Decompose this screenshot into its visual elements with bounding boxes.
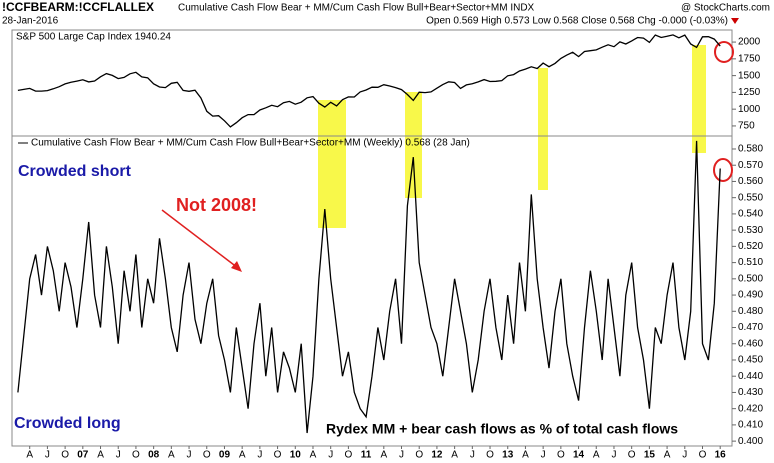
x-tick-label: 14 [573, 450, 585, 461]
x-tick-label: O [203, 450, 211, 461]
x-tick-label: J [470, 450, 475, 461]
y-tick-label: 0.400 [738, 436, 763, 447]
x-tick-label: A [97, 450, 104, 461]
highlight [405, 92, 422, 198]
y-tick-label: 0.540 [738, 209, 763, 220]
y-tick-label: 0.530 [738, 225, 763, 236]
arrow [161, 209, 239, 269]
x-tick-label: A [310, 450, 317, 461]
y-tick-label: 750 [738, 121, 755, 132]
y-tick-label: 0.420 [738, 403, 763, 414]
y-tick-label: 0.410 [738, 420, 763, 431]
y-tick-label: 0.430 [738, 387, 763, 398]
x-tick-label: 10 [290, 450, 302, 461]
quote: Open 0.569 High 0.573 Low 0.568 Close 0.… [426, 16, 728, 27]
x-tick-label: 12 [431, 450, 443, 461]
series-line [17, 140, 721, 434]
x-tick-label: A [168, 450, 175, 461]
source: @ StockCharts.com [681, 3, 770, 14]
description: Cumulative Cash Flow Bear + MM/Cum Cash … [178, 3, 535, 14]
y-tick-label: 0.510 [738, 257, 763, 268]
legend: Cumulative Cash Flow Bear + MM/Cum Cash … [31, 138, 470, 149]
highlight [318, 100, 346, 228]
y-tick-label: 1750 [738, 53, 761, 64]
y-tick-label: 0.440 [738, 371, 763, 382]
x-tick-label: 08 [148, 450, 160, 461]
bottom-panel [11, 135, 733, 447]
highlight [538, 68, 548, 190]
x-tick-label: O [345, 450, 353, 461]
x-tick-label: 13 [502, 450, 514, 461]
x-tick-label: J [257, 450, 262, 461]
x-tick-label: A [380, 450, 387, 461]
y-tick-label: 0.500 [738, 273, 763, 284]
x-tick-label: O [628, 450, 636, 461]
x-tick-label: A [451, 450, 458, 461]
x-tick-label: J [541, 450, 546, 461]
x-tick-label: J [116, 450, 121, 461]
y-tick-label: 0.460 [738, 338, 763, 349]
annotation: Crowded long [14, 415, 121, 432]
x-tick-label: 11 [361, 450, 372, 461]
y-tick-label: 0.550 [738, 192, 763, 203]
y-tick-label: 0.520 [738, 241, 763, 252]
x-tick-label: O [557, 450, 565, 461]
x-tick-label: O [61, 450, 69, 461]
x-tick-label: J [682, 450, 687, 461]
x-tick-label: A [664, 450, 671, 461]
top-panel [11, 29, 733, 137]
circle [713, 158, 733, 182]
series-line [17, 34, 721, 128]
y-tick-label: 1500 [738, 70, 761, 81]
annotation: Crowded short [18, 163, 132, 180]
arrow-head [231, 261, 242, 272]
date: 28-Jan-2016 [2, 16, 59, 27]
highlight [692, 45, 706, 153]
x-tick-label: J [328, 450, 333, 461]
x-tick-label: A [239, 450, 246, 461]
y-tick-label: 0.480 [738, 306, 763, 317]
x-tick-label: 09 [219, 450, 231, 461]
y-tick-label: 1250 [738, 87, 761, 98]
y-tick-label: 0.490 [738, 290, 763, 301]
annotation: Rydex MM + bear cash flows as % of total… [326, 421, 678, 437]
x-tick-label: O [132, 450, 140, 461]
annotation: Not 2008! [176, 195, 257, 215]
x-tick-label: 15 [644, 450, 656, 461]
y-tick-label: 0.560 [738, 176, 763, 187]
y-tick-label: 0.570 [738, 160, 763, 171]
x-tick-label: 16 [715, 450, 727, 461]
legend: S&P 500 Large Cap Index 1940.24 [16, 32, 171, 43]
x-tick-label: A [26, 450, 33, 461]
x-tick-label: A [593, 450, 600, 461]
symbol: !CCFBEARM:!CCFLALLEX [2, 0, 154, 14]
x-tick-label: J [45, 450, 50, 461]
x-tick-label: O [415, 450, 423, 461]
x-tick-label: A [522, 450, 529, 461]
y-tick-label: 0.470 [738, 322, 763, 333]
y-tick-label: 0.580 [738, 144, 763, 155]
y-tick-label: 0.450 [738, 355, 763, 366]
circle [714, 41, 734, 63]
y-tick-label: 1000 [738, 104, 761, 115]
y-tick-label: 2000 [738, 37, 761, 48]
x-tick-label: O [274, 450, 282, 461]
x-tick-label: J [399, 450, 404, 461]
x-tick-label: J [187, 450, 192, 461]
down-arrow [731, 18, 739, 24]
x-tick-label: 07 [77, 450, 89, 461]
x-tick-label: J [611, 450, 616, 461]
x-tick-label: O [486, 450, 494, 461]
x-tick-label: O [699, 450, 707, 461]
